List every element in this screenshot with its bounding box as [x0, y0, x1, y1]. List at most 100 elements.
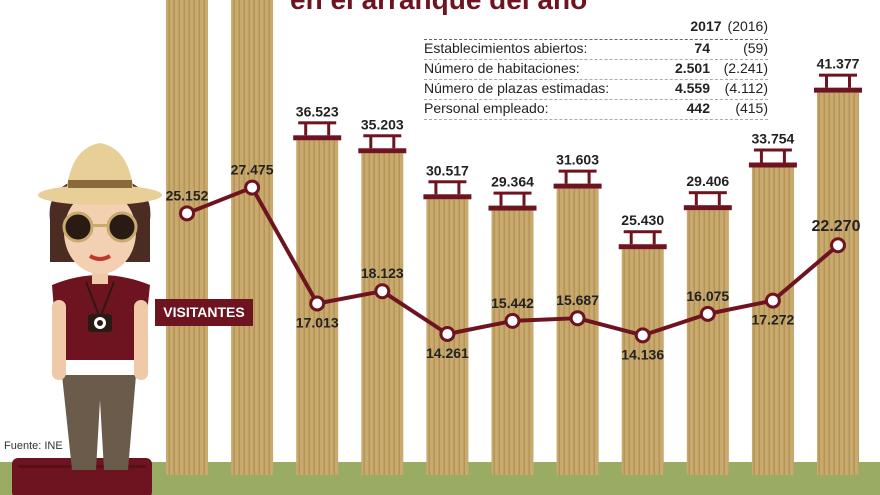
bar	[751, 167, 794, 475]
bar-capital	[488, 205, 537, 211]
bar-capital-post	[392, 136, 396, 149]
visitor-point	[244, 179, 261, 196]
bar-capital-top	[363, 134, 402, 138]
stats-row-current: 442	[686, 100, 710, 116]
stats-row: Número de plazas estimadas: 4.559 (4.112…	[424, 80, 768, 100]
bar	[817, 92, 859, 475]
bar-capital-post	[694, 193, 698, 206]
visitor-value-label: 15.442	[491, 295, 534, 311]
bar-capital-post	[782, 150, 786, 163]
bar-capital-post	[587, 171, 591, 184]
visitor-point	[504, 312, 521, 329]
stats-row-previous: (59)	[743, 40, 768, 56]
visitor-value-label: 14.136	[621, 346, 664, 362]
stats-row-current: 74	[694, 40, 710, 56]
visitor-value-label: 16.075	[686, 288, 729, 304]
bar-capital	[293, 135, 342, 141]
bar-capital	[814, 87, 862, 93]
stats-row-label: Número de habitaciones:	[424, 60, 580, 76]
bar-capital-post	[759, 150, 763, 163]
bar-capital	[358, 148, 407, 154]
visitor-point	[634, 327, 651, 344]
tourist-illustration	[12, 143, 162, 495]
bar	[686, 210, 729, 475]
bar-capital-post	[434, 182, 438, 195]
stats-header-current: 2017	[690, 18, 722, 34]
bar	[556, 188, 599, 475]
bar-capital-top	[558, 169, 597, 173]
visitor-value-label: 25.152	[166, 187, 209, 203]
visitor-value-label: 17.013	[296, 314, 339, 330]
source-note: Fuente: INE	[4, 440, 63, 452]
visitors-badge: VISITANTES	[155, 299, 253, 326]
stats-row: Personal empleado: 442 (415)	[424, 100, 768, 120]
bar	[361, 153, 404, 475]
bar-value-label: 41.377	[817, 56, 860, 72]
bar-capital-post	[652, 232, 656, 245]
stats-row-label: Personal empleado:	[424, 100, 549, 116]
bar-capital-top	[819, 73, 857, 77]
visitor-point	[309, 295, 326, 312]
bar-capital-post	[825, 75, 828, 88]
bar-capital	[618, 244, 667, 250]
bar-capital-post	[304, 123, 308, 136]
stats-row-current: 2.501	[674, 60, 710, 76]
stats-header-rule	[424, 39, 768, 40]
bar-value-label: 29.364	[491, 174, 534, 190]
stats-row-divider	[424, 59, 768, 60]
bar-capital-post	[848, 75, 851, 88]
bar-capital-post	[522, 193, 526, 206]
visitor-point	[699, 305, 716, 322]
bar-value-label: 29.406	[686, 173, 729, 189]
bar	[166, 0, 208, 475]
bar	[491, 210, 534, 475]
bar	[231, 0, 274, 475]
stats-row-divider	[424, 119, 768, 120]
bar-capital-top	[688, 191, 727, 195]
stats-row: Establecimientos abiertos: 74 (59)	[424, 40, 768, 60]
bar-value-label: 30.517	[426, 162, 469, 178]
visitor-point	[374, 283, 391, 300]
visitor-value-label: 17.272	[751, 312, 794, 328]
bar-capital	[683, 205, 732, 211]
bar-value-label: 36.523	[296, 103, 339, 119]
bar-capital-post	[499, 193, 503, 206]
stats-header: 2017 (2016)	[690, 18, 768, 34]
visitor-value-label: 22.270	[812, 218, 861, 235]
stats-row-previous: (415)	[735, 100, 768, 116]
bar	[621, 249, 664, 475]
visitor-value-label: 27.475	[231, 162, 274, 178]
traveler-figure	[38, 143, 162, 470]
stats-row-label: Establecimientos abiertos:	[424, 40, 588, 56]
bar-capital-post	[717, 193, 721, 206]
bar-capital	[423, 194, 472, 200]
visitor-point	[439, 325, 456, 342]
stats-row: Número de habitaciones: 2.501 (2.241)	[424, 60, 768, 80]
camera-icon	[88, 314, 112, 332]
stats-row-label: Número de plazas estimadas:	[424, 80, 610, 96]
visitor-point	[830, 237, 846, 254]
bar-value-label: 33.754	[751, 131, 794, 147]
bar-capital-post	[564, 171, 568, 184]
visitor-value-label: 14.261	[426, 345, 469, 361]
stats-row-current: 4.559	[674, 80, 710, 96]
bar-capital-top	[428, 180, 467, 184]
visitor-point	[764, 292, 781, 309]
chart-title: en el arranque del año	[290, 0, 587, 16]
column-group: 36.523 35.203 30.517 29.364 31.603 25.430 29.4…	[166, 0, 862, 475]
visitor-value-label: 18.123	[361, 265, 404, 281]
bar-capital-post	[629, 232, 633, 245]
visitor-line-group: 25.152 27.475 17.013 18.123 14.261 15.442 15.6…	[166, 162, 861, 363]
bar-capital-post	[369, 136, 373, 149]
bar-capital-post	[327, 123, 331, 136]
bar-value-label: 35.203	[361, 116, 404, 132]
bar-value-label: 31.603	[556, 152, 599, 168]
bar-capital-top	[493, 191, 532, 195]
bar-capital-top	[753, 148, 792, 152]
bar-capital-top	[623, 230, 662, 234]
bar-capital	[553, 183, 602, 189]
bar-value-label: 25.430	[621, 212, 664, 228]
visitor-point	[179, 205, 195, 222]
stats-row-divider	[424, 99, 768, 100]
